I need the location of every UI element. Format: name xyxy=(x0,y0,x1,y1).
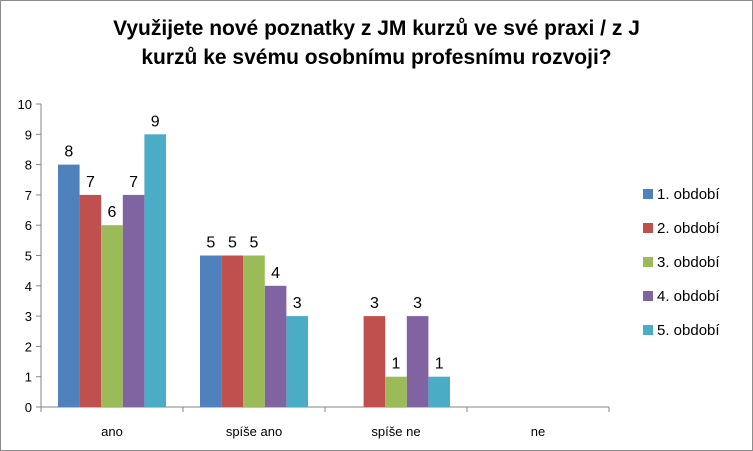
bar xyxy=(264,285,287,407)
legend-label: 1. období xyxy=(657,186,720,203)
data-label: 8 xyxy=(64,144,73,161)
chart-bars xyxy=(58,134,450,408)
bar xyxy=(286,316,308,407)
bar xyxy=(79,194,102,407)
y-tick-label: 9 xyxy=(25,127,32,142)
bar xyxy=(243,255,265,407)
data-label: 1 xyxy=(435,356,444,373)
data-label: 1 xyxy=(392,356,401,373)
legend-label: 5. období xyxy=(657,322,720,339)
legend-label: 4. období xyxy=(657,288,720,305)
data-label: 5 xyxy=(206,235,215,252)
bar xyxy=(101,225,123,407)
data-label: 6 xyxy=(108,204,117,221)
legend-swatch xyxy=(643,189,653,199)
bar xyxy=(200,255,222,407)
x-tick-label: ano xyxy=(101,424,123,439)
chart-legend: 1. období 2. období 3. období 4. období 5. o… xyxy=(643,186,720,339)
bar xyxy=(363,316,386,407)
x-tick-label: ne xyxy=(531,424,545,439)
legend-swatch xyxy=(643,223,653,233)
y-tick-label: 7 xyxy=(25,188,32,203)
data-label: 7 xyxy=(129,174,138,191)
chart-title-line-2: kurzů ke svému osobnímu profesnímu rozvo… xyxy=(141,46,612,69)
legend-label: 3. období xyxy=(657,254,720,271)
data-label: 9 xyxy=(151,113,160,130)
data-label: 3 xyxy=(293,295,302,312)
x-tick-label: spíše ano xyxy=(226,424,282,439)
legend-swatch xyxy=(643,291,653,301)
data-label: 5 xyxy=(228,235,237,252)
bar xyxy=(406,316,429,407)
y-tick-label: 0 xyxy=(25,400,32,415)
legend-swatch xyxy=(643,257,653,267)
legend-swatch xyxy=(643,325,653,335)
data-label: 4 xyxy=(271,265,280,282)
y-tick-label: 2 xyxy=(25,339,32,354)
y-tick-label: 3 xyxy=(25,309,32,324)
bar xyxy=(385,376,407,407)
bar xyxy=(221,255,244,407)
data-label: 7 xyxy=(86,174,95,191)
data-label: 3 xyxy=(413,295,422,312)
x-tick-label: spíše ne xyxy=(371,424,420,439)
y-tick-label: 4 xyxy=(25,279,32,294)
legend-label: 2. období xyxy=(657,220,720,237)
y-tick-label: 5 xyxy=(25,249,32,264)
bar xyxy=(144,134,166,408)
bar xyxy=(122,194,145,407)
y-tick-label: 1 xyxy=(25,370,32,385)
y-tick-label: 6 xyxy=(25,218,32,233)
bar xyxy=(428,376,450,407)
y-tick-label: 10 xyxy=(18,97,32,112)
chart-title: Využijete nové poznatky z JM kurzů ve sv… xyxy=(0,14,753,72)
y-tick-label: 8 xyxy=(25,158,32,173)
data-label: 5 xyxy=(250,235,259,252)
bar xyxy=(58,164,80,407)
data-label: 3 xyxy=(370,295,379,312)
chart-title-line-1: Využijete nové poznatky z JM kurzů ve sv… xyxy=(113,17,640,40)
